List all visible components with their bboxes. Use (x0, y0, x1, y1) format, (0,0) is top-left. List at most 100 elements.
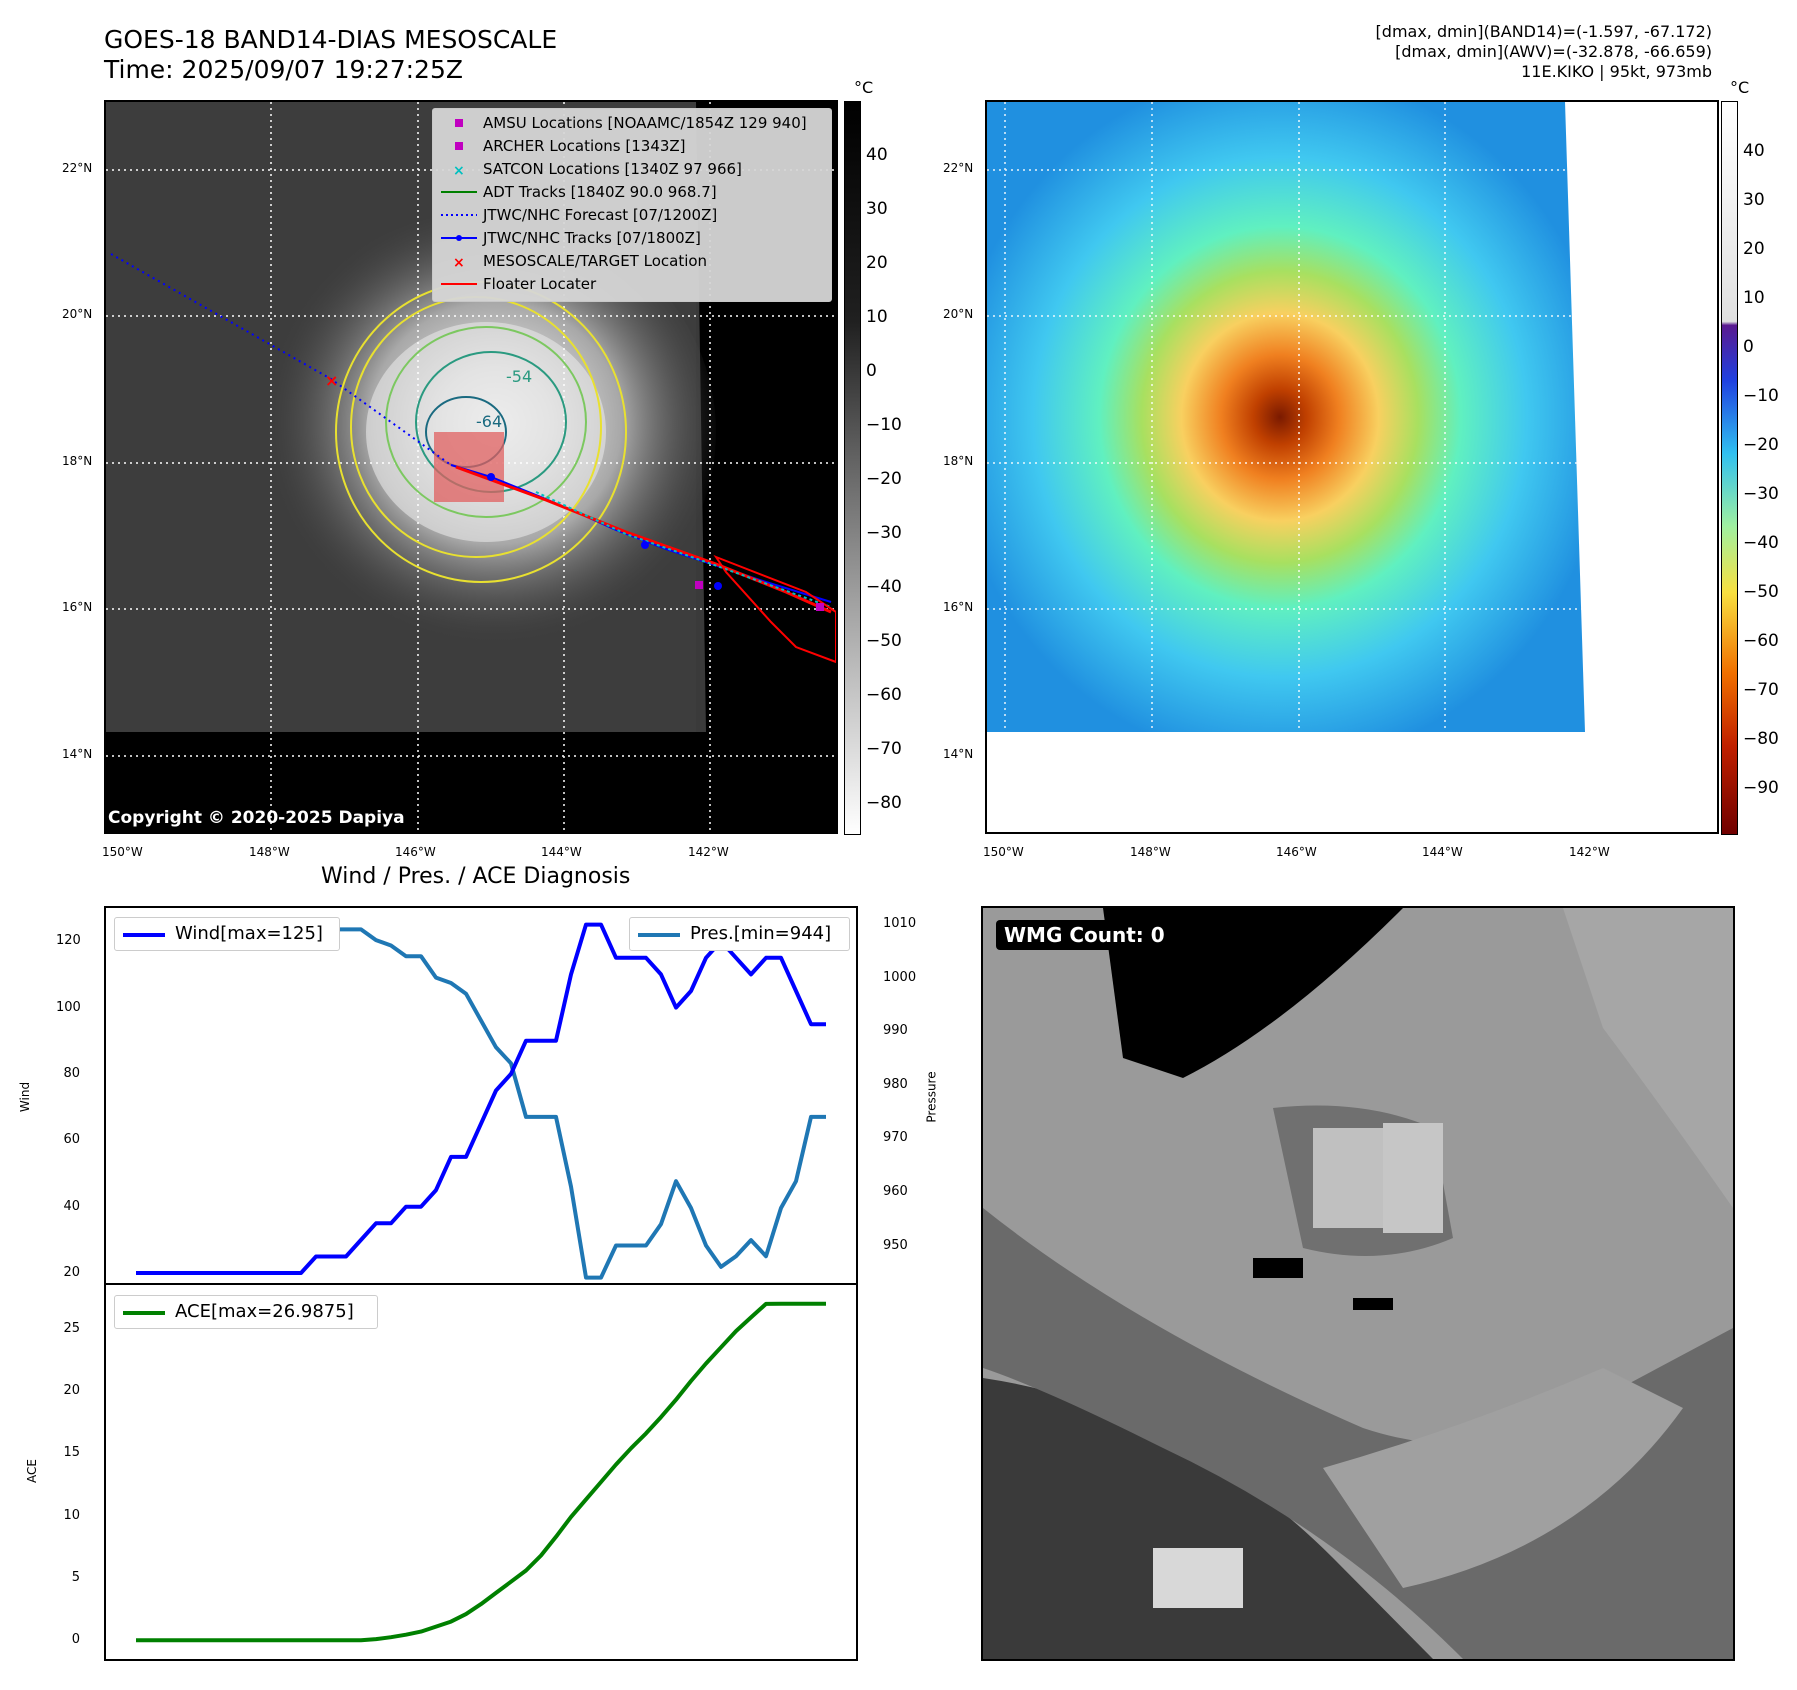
colorbar-color-tick: 30 (1743, 190, 1765, 210)
pressure-y-tick: 980 (883, 1076, 908, 1092)
lat-tick: 18°N (62, 454, 93, 468)
wind-y-tick: 120 (56, 933, 81, 949)
colorbar-gray-tick: −30 (866, 523, 902, 543)
pressure-legend: Pres.[min=944] (629, 917, 850, 951)
ace-axis-label: ACE (24, 1459, 39, 1483)
legend-item-adt: ADT Tracks [1840Z 90.0 968.7] (433, 181, 831, 204)
pressure-y-tick: 960 (883, 1183, 908, 1199)
wind-y-tick: 20 (63, 1265, 80, 1281)
colorbar-color (1721, 101, 1738, 835)
lat-tick: 20°N (943, 307, 974, 321)
colorbar-color-tick: −40 (1743, 533, 1779, 553)
colorbar-gray-tick: 10 (866, 307, 888, 327)
figure-title: GOES-18 BAND14-DIAS MESOSCALE Time: 2025… (104, 25, 557, 85)
wind-y-tick: 80 (63, 1065, 80, 1081)
colorbar-color-tick: 10 (1743, 288, 1765, 308)
legend-item-archer: ARCHER Locations [1343Z] (433, 135, 831, 158)
colorbar-gray-unit: °C (854, 78, 874, 97)
legend-line-icon (123, 933, 165, 937)
lat-tick: 16°N (62, 600, 93, 614)
legend-line-icon (638, 933, 680, 937)
ace-y-tick: 10 (63, 1507, 80, 1523)
line-dot-icon (439, 227, 479, 250)
wind-y-tick: 100 (56, 999, 81, 1015)
ace-legend-label: ACE[max=26.9875] (175, 1301, 354, 1322)
colorbar-color-tick: −70 (1743, 680, 1779, 700)
colorbar-gray-tick: −80 (866, 793, 902, 813)
wmg-canvas (983, 908, 1733, 1659)
ace-y-tick: 15 (63, 1445, 80, 1461)
line-icon (439, 273, 479, 296)
wmg-eye-left (1313, 1128, 1383, 1228)
svg-text:×: × (453, 163, 465, 179)
copyright-text: Copyright © 2020-2025 Dapiya (108, 808, 405, 828)
ace-y-tick: 5 (71, 1569, 80, 1585)
satcon-track (535, 491, 832, 608)
lon-tick: 150°W (102, 845, 143, 859)
lon-tick: 144°W (1422, 845, 1463, 859)
colorbar-gray-tick: −50 (866, 631, 902, 651)
contour-label-64: -64 (476, 412, 502, 431)
lat-tick: 18°N (943, 454, 974, 468)
lat-tick: 14°N (943, 747, 974, 761)
diagnosis-title: Wind / Pres. / ACE Diagnosis (321, 864, 631, 889)
colorbar-gray-tick: 40 (866, 145, 888, 165)
legend-line-icon (123, 1311, 165, 1315)
lat-tick: 20°N (62, 307, 93, 321)
stats-band14: [dmax, dmin](BAND14)=(-1.597, -67.172) (1375, 22, 1712, 41)
lon-tick: 142°W (688, 845, 729, 859)
line-icon (439, 181, 479, 204)
colorbar-gray-tick: −40 (866, 577, 902, 597)
ace-chart: ACE[max=26.9875] (104, 1283, 858, 1661)
wmg-map: WMG Count: 0 (981, 906, 1735, 1661)
lon-tick: 150°W (983, 845, 1024, 859)
wmg-black-region (1103, 908, 1403, 1078)
x-marker-icon: × (439, 158, 479, 181)
pressure-y-tick: 1000 (883, 969, 917, 985)
color-swath (987, 102, 1585, 732)
legend-item-satcon: × SATCON Locations [1340Z 97 966] (433, 158, 831, 181)
colorbar-color-tick: 0 (1743, 337, 1754, 357)
colorbar-color-tick: −90 (1743, 778, 1779, 798)
legend-item-target: × MESOSCALE/TARGET Location (433, 250, 831, 273)
forecast-track (110, 253, 452, 466)
wind-axis-label: Wind (18, 1081, 33, 1113)
wmg-bright-patch (1153, 1548, 1243, 1608)
legend-item-floater: Floater Locater (433, 273, 831, 296)
wmg-mid-region (983, 1208, 1733, 1659)
colorbar-color-tick: −20 (1743, 435, 1779, 455)
lat-tick: 22°N (62, 161, 93, 175)
square-marker-icon (439, 135, 479, 158)
colorbar-gray-tick: 0 (866, 361, 877, 381)
colorbar-color-tick: −50 (1743, 582, 1779, 602)
colorbar-color-tick: −30 (1743, 484, 1779, 504)
colorbar-color-tick: −60 (1743, 631, 1779, 651)
lon-tick: 144°W (541, 845, 582, 859)
colorbar-gray-tick: 30 (866, 199, 888, 219)
lon-tick: 146°W (395, 845, 436, 859)
legend-item-forecast: JTWC/NHC Forecast [07/1200Z] (433, 204, 831, 227)
colorbar-color-tick: −10 (1743, 386, 1779, 406)
dotted-line-icon (439, 204, 479, 227)
pressure-y-tick: 990 (883, 1023, 908, 1039)
floater-locater-track (455, 465, 832, 614)
contour-label-54: -54 (506, 367, 532, 386)
wind-series-line (136, 922, 826, 1275)
ace-legend: ACE[max=26.9875] (114, 1295, 378, 1329)
pressure-series-line (136, 922, 826, 1280)
wind-y-tick: 60 (63, 1132, 80, 1148)
wind-legend: Wind[max=125] (114, 917, 340, 951)
legend-item-tracks: JTWC/NHC Tracks [07/1800Z] (433, 227, 831, 250)
storm-info: 11E.KIKO | 95kt, 973mb (1521, 62, 1712, 81)
pressure-y-tick: 950 (883, 1237, 908, 1253)
pressure-y-tick: 1010 (883, 916, 917, 932)
colorbar-color-tick: 40 (1743, 141, 1765, 161)
ace-y-tick: 0 (71, 1632, 80, 1648)
lon-tick: 148°W (249, 845, 290, 859)
pressure-legend-label: Pres.[min=944] (690, 923, 832, 944)
stats-awv: [dmax, dmin](AWV)=(-32.878, -66.659) (1395, 42, 1712, 61)
wind-pressure-canvas (136, 922, 826, 1280)
title-line-2: Time: 2025/09/07 19:27:25Z (104, 55, 463, 84)
lon-tick: 142°W (1569, 845, 1610, 859)
colorbar-color-tick: 20 (1743, 239, 1765, 259)
